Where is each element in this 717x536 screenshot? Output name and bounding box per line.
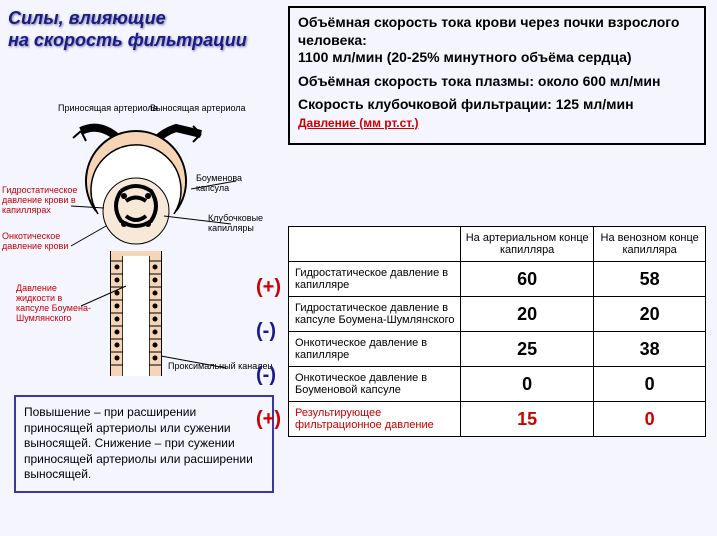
sign-plus-2: (+) (256, 408, 281, 431)
table-header-row: На артериальном конце капилляра На веноз… (289, 227, 706, 262)
title-line1: Силы, влияющие (8, 8, 166, 28)
label-glom-caps: Клубочковые капилляры (208, 214, 273, 234)
col-arterial: На артериальном конце капилляра (461, 227, 594, 262)
right-text-panel: Объёмная скорость тока крови через почки… (288, 6, 706, 145)
label-oncotic: Онкотическое давление крови (2, 232, 72, 252)
table-row: Онкотическое давление в капилляре 25 38 (289, 332, 706, 367)
sign-minus-1: (-) (256, 320, 276, 343)
label-afferent: Приносящая артериола (58, 104, 158, 114)
bottom-info-box: Повышение – при расширении приносящей ар… (14, 395, 274, 493)
sign-plus-1: (+) (256, 276, 281, 299)
slide: Силы, влияющие на скорость фильтрации (0, 0, 717, 536)
table-row: Гидростатическое давление в капилляре 60… (289, 262, 706, 297)
left-column: Силы, влияющие на скорость фильтрации (8, 8, 283, 356)
pressure-link[interactable]: Давление (мм рт.ст.) (298, 116, 418, 130)
table-row: Онкотическое давление в Боуменовой капсу… (289, 367, 706, 402)
table-row-result: Результирующее фильтрационное давление 1… (289, 402, 706, 437)
title-line2: на скорость фильтрации (8, 30, 247, 50)
label-hydrostatic: Гидростатическое давление крови в капилл… (2, 186, 82, 216)
label-fluid-pressure: Давление жидкости в капсуле Боумена-Шумл… (16, 284, 91, 324)
nephron-diagram: Приносящая артериола Выносящая артериола… (8, 56, 273, 356)
plasma-flow-text: Объёмная скорость тока плазмы: около 600… (298, 73, 696, 91)
gfr-text: Скорость клубочковой фильтрации: 125 мл/… (298, 96, 696, 131)
table-row: Гидростатическое давление в капсуле Боум… (289, 297, 706, 332)
flow-rate-text: Объёмная скорость тока крови через почки… (298, 14, 696, 67)
slide-title: Силы, влияющие на скорость фильтрации (8, 8, 268, 51)
label-bowman: Боуменова капсула (196, 174, 273, 194)
label-efferent: Выносящая артериола (150, 104, 246, 114)
col-venous: На венозном конце капилляра (594, 227, 706, 262)
pressure-table: На артериальном конце капилляра На веноз… (288, 226, 706, 437)
sign-minus-2: (-) (256, 364, 276, 387)
